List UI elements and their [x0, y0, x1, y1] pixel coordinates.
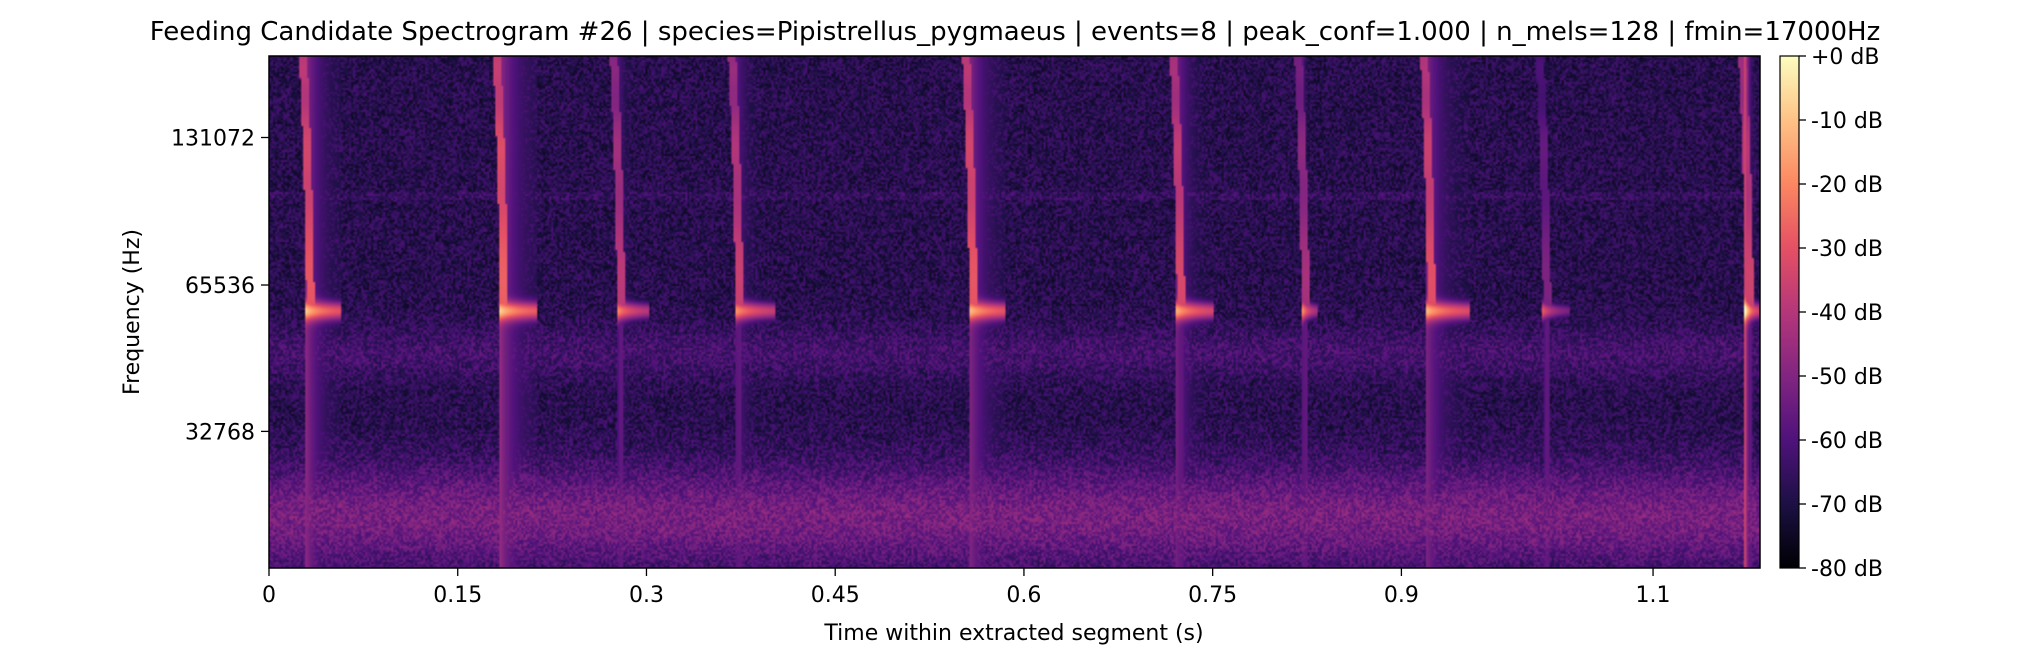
- x-tick-label: 0.75: [1188, 583, 1237, 608]
- y-tick-label: 131072: [171, 127, 255, 152]
- x-tick-label: 0.15: [433, 583, 482, 608]
- colorbar-tick-label: -80 dB: [1811, 557, 1883, 582]
- x-tick-label: 0.9: [1384, 583, 1419, 608]
- y-tick-label: 32768: [185, 420, 255, 445]
- x-tick-label: 1.1: [1636, 583, 1671, 608]
- x-axis: 0 0.15 0.3 0.45 0.6 0.75 0.9 1.1: [262, 568, 1671, 608]
- x-tick-label: 0.45: [811, 583, 860, 608]
- colorbar-axis: +0 dB -10 dB -20 dB -30 dB -40 dB -50 dB -60 d…: [1799, 45, 1883, 582]
- colorbar-tick-label: -30 dB: [1811, 237, 1883, 262]
- colorbar-tick-label: -10 dB: [1811, 109, 1883, 134]
- x-tick-label: 0: [262, 583, 276, 608]
- x-axis-label: Time within extracted segment (s): [823, 621, 1203, 646]
- y-axis-label: Frequency (Hz): [120, 229, 145, 395]
- x-tick-label: 0.6: [1006, 583, 1041, 608]
- y-tick-label: 65536: [185, 274, 255, 299]
- colorbar-tick-label: -20 dB: [1811, 173, 1883, 198]
- colorbar-tick-label: -40 dB: [1811, 301, 1883, 326]
- y-axis: 32768 65536 131072: [171, 127, 269, 445]
- x-tick-label: 0.3: [629, 583, 664, 608]
- colorbar-tick-label: -50 dB: [1811, 365, 1883, 390]
- colorbar-tick-label: -60 dB: [1811, 429, 1883, 454]
- spectrogram-image: [269, 56, 1760, 568]
- colorbar-tick-label: -70 dB: [1811, 493, 1883, 518]
- colorbar: [1779, 55, 1800, 569]
- colorbar-tick-label: +0 dB: [1811, 45, 1879, 70]
- plot-frame: [268, 55, 1761, 569]
- chart-title: Feeding Candidate Spectrogram #26 | spec…: [150, 17, 1881, 47]
